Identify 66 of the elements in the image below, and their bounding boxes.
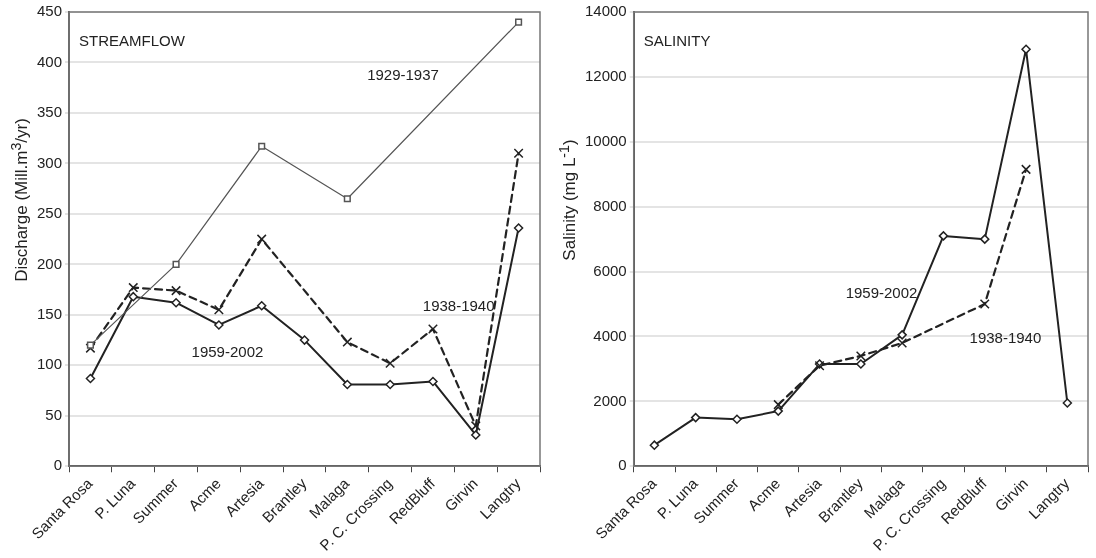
point — [855, 350, 866, 361]
y-tick-label: 250 — [37, 204, 63, 222]
point — [342, 337, 353, 348]
y-tick-label: 0 — [618, 456, 627, 474]
point — [214, 320, 224, 330]
point — [171, 297, 181, 308]
point — [649, 440, 660, 450]
series-label: 1929-1937 — [367, 65, 439, 83]
point — [171, 285, 182, 296]
text: SALINITY — [643, 32, 711, 50]
y-tick-label: 4000 — [593, 326, 627, 344]
point — [938, 231, 949, 241]
text: STREAMFLOW — [79, 32, 186, 50]
point — [258, 142, 266, 150]
series-label: 1959-2002 — [191, 342, 264, 360]
y-tick-label: 200 — [37, 254, 63, 272]
point — [428, 376, 438, 387]
y-tick-label: 100 — [37, 355, 63, 373]
point — [299, 335, 310, 345]
point — [513, 223, 524, 233]
y-tick-label: 450 — [37, 2, 63, 20]
y-tick-label: 12000 — [584, 67, 627, 85]
point — [897, 337, 908, 348]
point — [172, 260, 180, 268]
point — [385, 358, 396, 369]
y-tick-label: 50 — [45, 405, 63, 423]
point — [427, 323, 438, 334]
point — [128, 291, 138, 302]
point — [256, 234, 267, 245]
point — [470, 420, 481, 431]
y-tick-label: 2000 — [593, 391, 627, 409]
point — [1021, 164, 1032, 175]
point — [513, 148, 524, 159]
point — [86, 341, 95, 349]
point — [385, 379, 395, 390]
y-tick-label: 8000 — [593, 196, 627, 214]
series-label: 1959-2002 — [845, 283, 918, 301]
y-tick-label: 0 — [53, 456, 63, 474]
point — [85, 373, 96, 384]
point — [343, 195, 351, 203]
point — [1021, 44, 1031, 55]
point — [773, 399, 784, 410]
point — [980, 234, 990, 244]
point — [342, 379, 353, 390]
point — [1062, 398, 1073, 408]
series-label: 1938-1940 — [422, 297, 495, 315]
point — [515, 18, 523, 26]
point — [471, 430, 481, 440]
point — [773, 406, 784, 416]
point — [256, 301, 267, 311]
point — [732, 414, 742, 424]
y-tick-label: 6000 — [593, 261, 627, 279]
point — [85, 343, 96, 354]
point — [213, 304, 224, 315]
y-tick-label: 14000 — [584, 2, 627, 20]
point — [128, 282, 139, 293]
y-tick-label: 150 — [37, 304, 63, 322]
point — [897, 330, 907, 340]
point — [856, 359, 866, 369]
y-tick-label: 400 — [37, 52, 63, 70]
y-tick-label: 350 — [37, 103, 63, 121]
point — [979, 299, 990, 310]
y-tick-label: 10000 — [584, 131, 627, 149]
y-tick-label: 300 — [37, 153, 63, 171]
series-label: 1938-1940 — [969, 329, 1042, 347]
point — [690, 412, 701, 423]
